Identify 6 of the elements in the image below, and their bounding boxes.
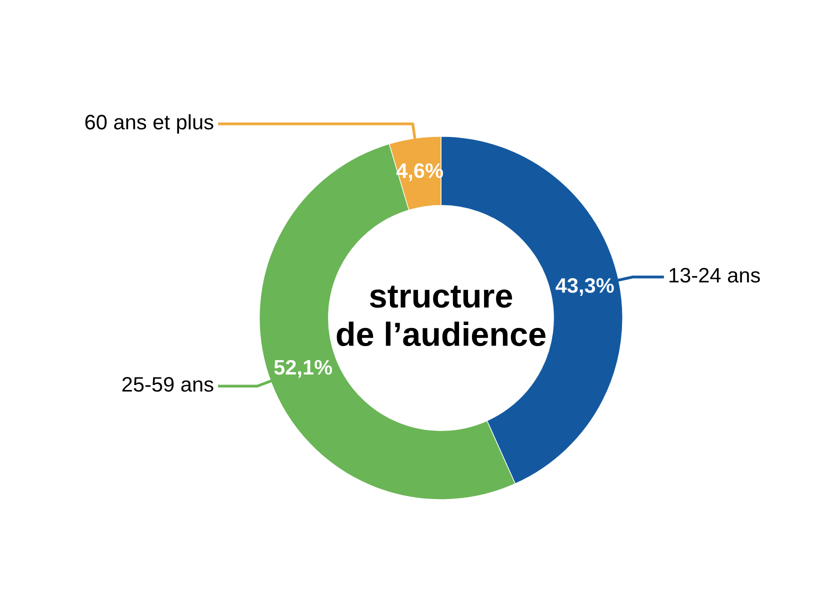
- text: structure de l’audience: [336, 286, 546, 346]
- slice-label: 25-59 ans: [122, 377, 214, 392]
- data-label: 43,3%: [556, 278, 614, 296]
- slice-label: 13-24 ans: [670, 268, 760, 283]
- slice-label: 60 ans et plus: [85, 114, 214, 134]
- data-label: 52,1%: [274, 360, 332, 378]
